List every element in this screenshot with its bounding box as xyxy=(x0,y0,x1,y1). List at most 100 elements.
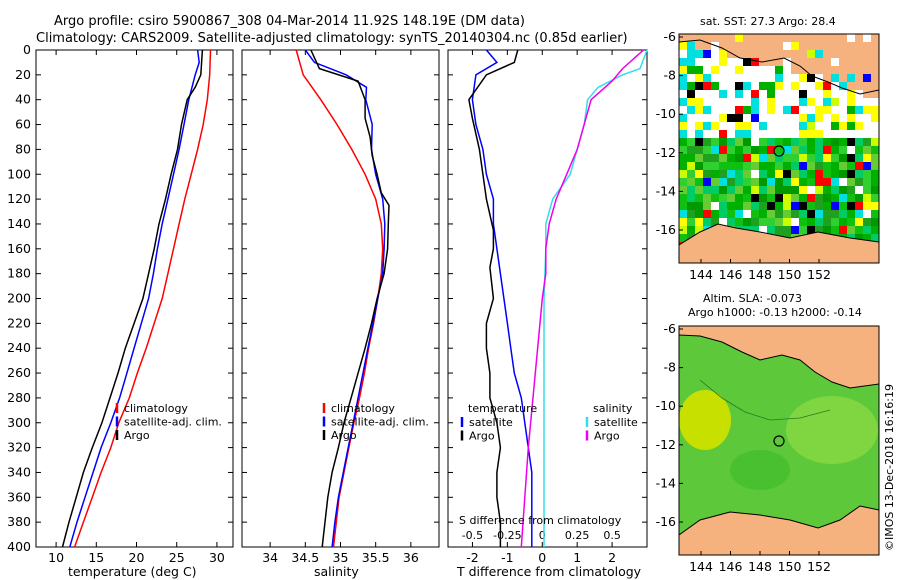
sst-pixel xyxy=(847,178,855,186)
sst-pixel xyxy=(687,218,695,226)
sst-pixel xyxy=(751,226,759,234)
sst-pixel xyxy=(783,162,791,170)
sst-pixel xyxy=(735,122,743,130)
sst-pixel xyxy=(799,98,807,106)
depth-tick-label: 20 xyxy=(15,67,31,82)
sst-pixel xyxy=(799,146,807,154)
sst-pixel xyxy=(815,178,823,186)
sst-pixel xyxy=(855,162,863,170)
sst-pixel xyxy=(839,178,847,186)
sst-pixel xyxy=(743,202,751,210)
sst-pixel xyxy=(815,122,823,130)
sst-pixel xyxy=(695,162,703,170)
sst-pixel xyxy=(871,170,879,178)
sst-pixel xyxy=(863,114,871,122)
sst-pixel xyxy=(711,50,719,58)
sst-pixel xyxy=(775,130,783,138)
sal-xtick-label: 36 xyxy=(403,550,419,565)
sal-xtick-label: 34 xyxy=(262,550,278,565)
sst-land-south xyxy=(679,224,879,263)
sst-pixel xyxy=(831,218,839,226)
sst-pixel xyxy=(855,106,863,114)
depth-tick-label: 360 xyxy=(7,489,31,504)
temp-xtick-label: 25 xyxy=(169,550,185,565)
sal-series-argo xyxy=(310,49,390,548)
sst-pixel xyxy=(839,90,847,98)
sst-pixel xyxy=(743,82,751,90)
sst-pixel xyxy=(767,226,775,234)
sst-argo-marker xyxy=(773,145,785,157)
legend-label: Argo xyxy=(469,430,495,443)
depth-tick-label: 140 xyxy=(7,216,31,231)
sst-pixel xyxy=(799,90,807,98)
difference-xlabel: T difference from climatology xyxy=(456,564,642,579)
sst-pixel xyxy=(855,210,863,218)
sst-pixel xyxy=(767,146,775,154)
sst-pixel xyxy=(831,194,839,202)
sst-pixel xyxy=(863,122,871,130)
sst-pixel xyxy=(711,114,719,122)
sst-pixel xyxy=(759,138,767,146)
sst-pixel xyxy=(855,186,863,194)
sst-pixel xyxy=(847,74,855,82)
sst-pixel xyxy=(719,50,727,58)
sst-pixel xyxy=(767,106,775,114)
sst-pixel xyxy=(775,98,783,106)
sst-pixel xyxy=(743,170,751,178)
sst-pixel xyxy=(807,50,815,58)
sst-pixel xyxy=(815,114,823,122)
sst-pixel xyxy=(815,186,823,194)
sst-pixel xyxy=(847,90,855,98)
sst-pixel xyxy=(687,90,695,98)
sst-pixel xyxy=(711,210,719,218)
sst-pixel xyxy=(687,226,695,234)
sst-pixel xyxy=(735,130,743,138)
sst-pixel xyxy=(823,226,831,234)
sst-pixel xyxy=(719,130,727,138)
sst-pixel xyxy=(687,186,695,194)
salinity-axes xyxy=(241,49,440,548)
sst-pixel xyxy=(735,90,743,98)
sst-pixel xyxy=(735,186,743,194)
sst-pixel xyxy=(783,114,791,122)
sst-pixel xyxy=(815,90,823,98)
sst-pixel xyxy=(863,138,871,146)
sst-pixel xyxy=(759,162,767,170)
sst-pixel xyxy=(767,98,775,106)
sst-pixel xyxy=(759,154,767,162)
sst-pixel xyxy=(775,66,783,74)
sst-pixel xyxy=(711,170,719,178)
sst-pixel xyxy=(679,154,687,162)
sst-pixel xyxy=(687,66,695,74)
sst-pixel xyxy=(839,226,847,234)
sst-pixel xyxy=(719,114,727,122)
sst-pixel xyxy=(687,138,695,146)
sst-pixel xyxy=(703,74,711,82)
sst-pixel xyxy=(727,138,735,146)
sst-pixel xyxy=(815,202,823,210)
sst-pixel xyxy=(711,146,719,154)
sst-pixel xyxy=(783,202,791,210)
sla-isobath xyxy=(699,379,831,421)
sst-pixel xyxy=(743,138,751,146)
diff-xtick-label: 0 xyxy=(538,550,546,565)
temp-series-argo xyxy=(61,49,204,548)
sst-pixel xyxy=(703,90,711,98)
sst-pixel xyxy=(775,74,783,82)
sst-pixel xyxy=(783,122,791,130)
sst-pixel xyxy=(727,162,735,170)
sst-pixel xyxy=(751,82,759,90)
sst-pixel xyxy=(799,202,807,210)
sst-pixel xyxy=(791,74,799,82)
sst-pixel xyxy=(759,66,767,74)
sst-pixel xyxy=(687,74,695,82)
sst-pixel xyxy=(727,194,735,202)
sst-pixel xyxy=(863,210,871,218)
diff-xtick-label: -1 xyxy=(501,550,513,565)
sst-pixel xyxy=(791,162,799,170)
sst-pixel xyxy=(839,82,847,90)
sst-pixel xyxy=(775,146,783,154)
sst-pixel xyxy=(831,130,839,138)
sst-pixel xyxy=(783,210,791,218)
sst-pixel xyxy=(743,146,751,154)
